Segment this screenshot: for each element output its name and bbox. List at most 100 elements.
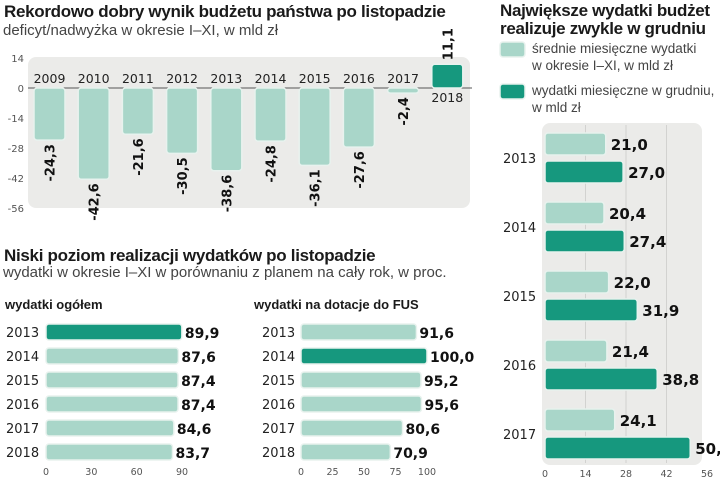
data-label: 38,8 [662,371,699,389]
bar-2016 [45,395,179,413]
bar-2016-december [544,367,658,391]
bar-2014 [45,347,180,365]
y-tick-label: -42 [8,174,24,185]
chart1-title: Rekordowo dobry wynik budżetu państwa po… [4,2,446,21]
data-label: -38,6 [220,175,235,212]
y-tick-label: 2014 [6,350,39,365]
data-label: 11,1 [441,28,456,60]
y-tick-label: 2015 [262,374,295,389]
data-label: 21,0 [611,136,648,154]
y-tick-label: 2017 [6,422,39,437]
x-tick-label: 100 [418,467,436,478]
data-label: -42,6 [88,183,103,220]
data-label: 83,7 [175,446,210,462]
x-tick-label: 14 [579,469,591,480]
y-tick-label: 2014 [503,221,536,236]
x-tick-label: 2012 [166,71,198,86]
x-tick-label: 0 [298,467,304,478]
data-label: 27,0 [628,164,665,182]
data-label: 50,2 [695,440,720,458]
bar-2015-average [544,270,610,294]
data-label: 91,6 [419,326,454,342]
data-label: 87,4 [181,374,216,390]
bar-2013 [45,323,183,341]
data-label: -24,3 [44,144,59,181]
y-tick-label: 2014 [262,350,295,365]
y-tick-label: 2016 [503,359,536,374]
x-tick-label: 60 [131,467,143,478]
x-tick-label: 2011 [122,71,154,86]
y-tick-label: 2013 [503,152,536,167]
x-tick-label: 2014 [255,71,287,86]
x-tick-label: 50 [358,467,370,478]
x-tick-label: 2013 [210,71,242,86]
data-label: 87,4 [181,398,216,414]
y-tick-label: 14 [11,54,24,65]
x-tick-label: 2010 [78,71,110,86]
chart2-group-subtitle: wydatki w okresie I–XI w porównaniu z pl… [3,264,447,281]
y-tick-label: 2017 [262,422,295,437]
data-label: 70,9 [393,446,428,462]
bar-2015-december [544,298,639,322]
y-tick-label: -28 [8,144,24,155]
y-tick-label: 2016 [6,398,39,413]
legend-text: średnie miesięczne wydatki [532,41,697,56]
data-label: 95,2 [424,374,459,390]
data-label: -2,4 [397,97,412,125]
data-label: 22,0 [614,274,651,292]
y-tick-label: 2015 [6,374,39,389]
data-label: -27,6 [353,151,368,188]
x-tick-label: 2016 [343,71,375,86]
data-label: -36,1 [309,169,324,206]
y-tick-label: -14 [8,114,24,125]
data-label: 21,4 [612,343,649,361]
bar-2012 [165,87,199,155]
data-label: 80,6 [406,422,441,438]
bar-2017-average [544,408,616,432]
bar-2013-average [544,132,607,156]
data-label: 87,6 [181,350,216,366]
bar-2014 [254,87,287,142]
legend-text: w okresie I–XI, w mld zł [532,58,674,73]
legend-item-light: średnie miesięczne wydatki w okresie I–X… [532,40,696,74]
bar-2013 [300,323,418,341]
x-tick-label: 2017 [387,71,419,86]
x-tick-label: 30 [85,467,97,478]
bar-2013 [210,87,243,172]
x-tick-label: 0 [43,467,49,478]
data-label: 100,0 [430,350,475,366]
bar-2016-average [544,339,608,363]
chart1-subtitle: deficyt/nadwyżka w okresie I–XI, w mld z… [3,22,279,39]
chart3-title: wydatki na dotacje do FUS [254,297,419,312]
y-tick-label: 0 [18,84,24,95]
y-tick-label: 2018 [262,446,295,461]
data-label: 84,6 [177,422,212,438]
bar-2015 [45,371,179,389]
legend-text: wydatki miesięczne w grudniu, [532,83,715,98]
bar-2017 [386,87,420,94]
y-tick-label: 2013 [6,326,39,341]
bar-2014-december [544,229,626,253]
legend-swatch-dark [499,83,526,100]
bar-2017 [45,419,175,437]
data-label: -21,6 [132,138,147,175]
bar-2017-december [544,436,691,460]
chart4-title-line1: Największe wydatki budżet [500,1,710,20]
y-tick-label: 2017 [503,428,536,443]
bar-2011 [121,87,155,136]
legend-text: w mld zł [532,100,581,115]
data-label: -24,8 [265,145,280,182]
x-tick-label: 28 [620,469,632,480]
chart4-title: Największe wydatki budżet realizuje zwyk… [500,2,710,38]
bar-2017 [300,419,404,437]
data-label: -30,5 [176,157,191,194]
x-tick-label: 0 [542,469,548,480]
chart2-title: wydatki ogółem [5,297,103,312]
y-tick-label: 2016 [262,398,295,413]
data-label: 27,4 [629,233,666,251]
bar-2016 [342,87,376,148]
bar-2018 [431,63,464,89]
chart4-title-line2: realizuje zwykle w grudniu [500,19,706,38]
bar-2014-average [544,201,605,225]
